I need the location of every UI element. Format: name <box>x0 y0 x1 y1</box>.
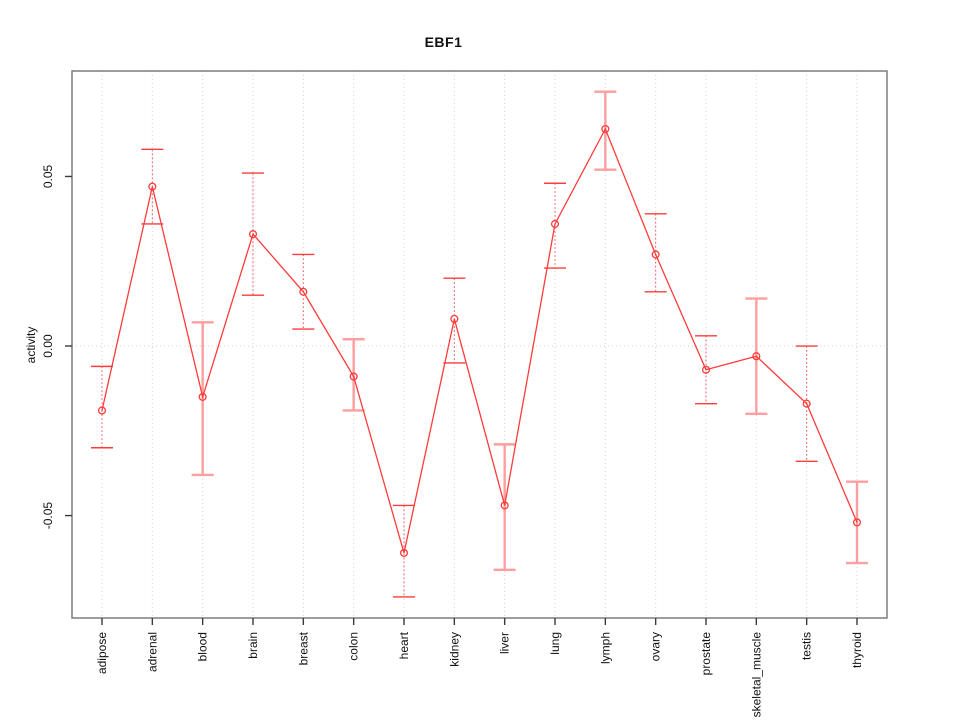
x-tick-label: brain <box>246 632 260 659</box>
x-tick-label: liver <box>498 632 512 654</box>
x-tick-label: blood <box>196 632 210 661</box>
x-tick-label: ovary <box>649 632 663 661</box>
chart-title: EBF1 <box>424 34 463 50</box>
data-point-marker <box>550 219 560 228</box>
x-tick-label: adrenal <box>145 632 159 672</box>
data-point-marker <box>601 124 610 134</box>
x-tick-label: testis <box>800 632 814 660</box>
data-point-marker <box>500 501 509 510</box>
data-point-marker <box>97 406 107 415</box>
x-tick-label: heart <box>397 631 411 659</box>
x-tick-label: lymph <box>598 632 612 664</box>
data-point-marker <box>349 372 358 381</box>
y-tick-label: 0.00 <box>41 334 55 358</box>
x-tick-label: lung <box>548 632 562 655</box>
data-point-marker <box>198 392 207 401</box>
data-point-marker <box>701 365 711 374</box>
x-tick-label: thyroid <box>850 632 864 668</box>
plot-box <box>71 70 888 619</box>
x-tick-label: adipose <box>95 632 109 674</box>
series-line <box>101 127 858 554</box>
data-point-marker <box>802 399 811 408</box>
data-point-marker <box>752 352 761 361</box>
x-tick-label: breast <box>296 631 310 665</box>
y-tick-label: 0.05 <box>41 164 55 188</box>
x-tick-label: skeletal_muscle <box>749 632 763 718</box>
y-tick-label: -0.05 <box>41 502 55 530</box>
x-tick-label: kidney <box>447 632 461 667</box>
data-point-marker <box>852 518 862 527</box>
x-tick-label: prostate <box>699 632 713 676</box>
data-point-marker <box>399 548 409 557</box>
data-point-marker <box>450 314 459 323</box>
data-point-marker <box>651 250 660 259</box>
data-point-marker <box>148 182 157 191</box>
x-tick-label: colon <box>347 632 361 661</box>
data-point-marker <box>248 230 258 239</box>
data-point-marker <box>299 287 308 296</box>
